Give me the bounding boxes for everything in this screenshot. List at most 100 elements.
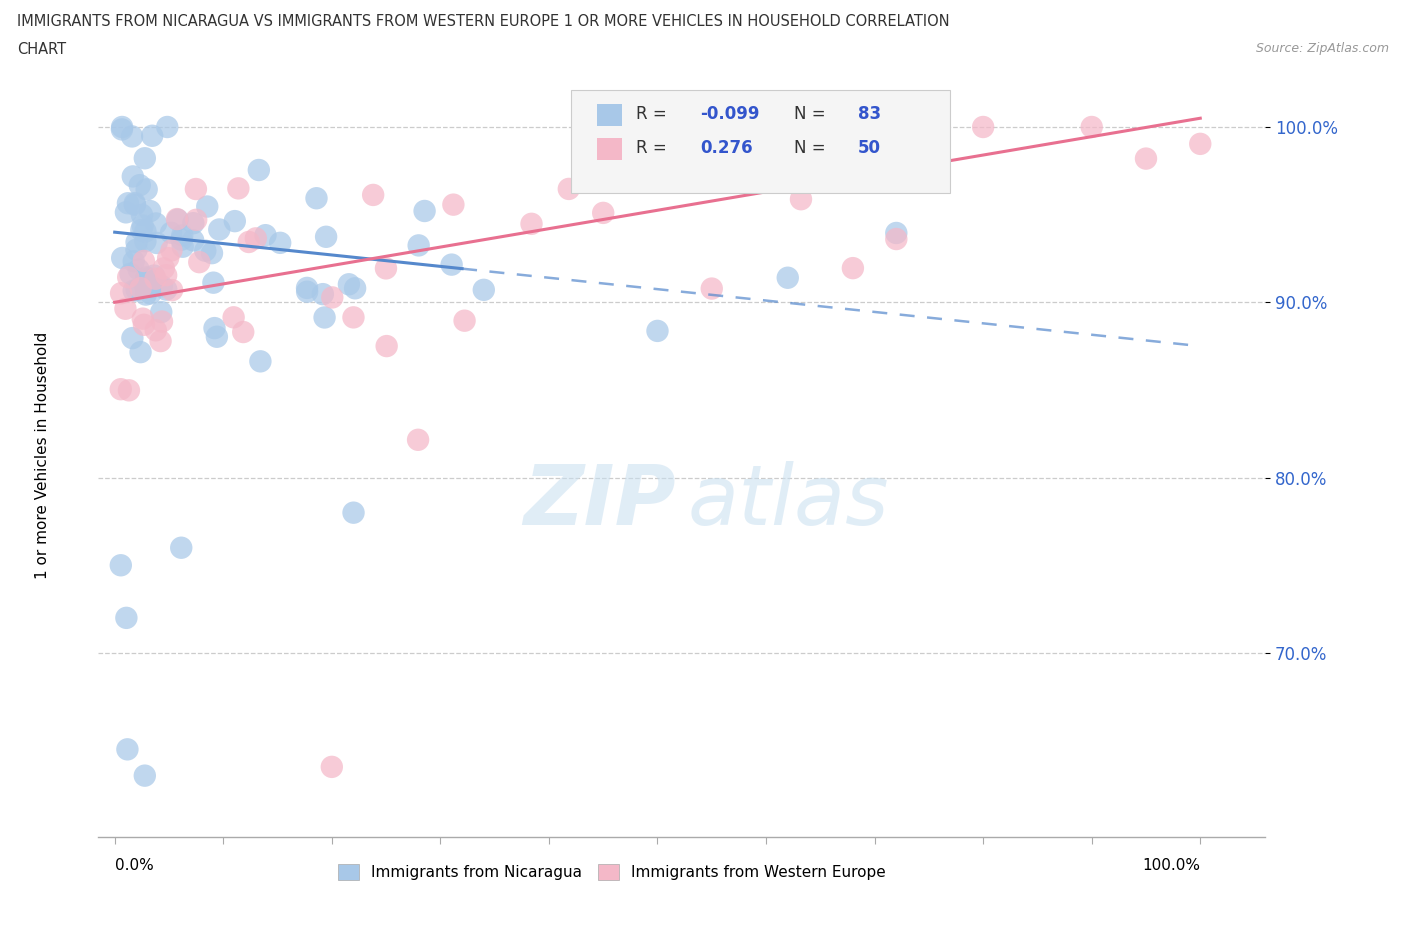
Text: N =: N = (794, 105, 831, 123)
Point (117, 270, 139, 285)
Point (375, 261, 398, 276)
Point (1135, 152, 1157, 166)
Point (440, 258, 463, 272)
Point (121, 331, 143, 346)
Point (110, 382, 132, 397)
Point (122, 284, 145, 299)
Point (337, 277, 360, 292)
Point (160, 225, 183, 240)
Point (141, 275, 163, 290)
Point (160, 243, 183, 258)
Point (124, 195, 146, 210)
Point (135, 287, 157, 302)
Text: IMMIGRANTS FROM NICARAGUA VS IMMIGRANTS FROM WESTERN EUROPE 1 OR MORE VEHICLES I: IMMIGRANTS FROM NICARAGUA VS IMMIGRANTS … (17, 14, 949, 29)
Point (134, 151, 156, 166)
Point (204, 321, 226, 336)
Point (321, 760, 343, 775)
Point (131, 219, 153, 233)
Text: 1 or more Vehicles in Household: 1 or more Vehicles in Household (35, 332, 49, 579)
Point (150, 279, 173, 294)
Point (406, 432, 429, 447)
Point (884, 226, 907, 241)
Point (120, 267, 142, 282)
Point (135, 275, 157, 290)
Point (186, 212, 208, 227)
Point (188, 255, 211, 270)
Point (110, 558, 132, 573)
Point (361, 188, 384, 203)
Point (238, 234, 260, 249)
Point (125, 243, 148, 258)
Point (145, 323, 167, 338)
Text: ZIP: ZIP (523, 461, 676, 542)
Point (315, 230, 337, 245)
Point (111, 120, 134, 135)
Point (128, 178, 150, 193)
Point (143, 268, 166, 283)
Point (121, 129, 143, 144)
Text: 83: 83 (858, 105, 882, 123)
Point (972, 120, 994, 135)
Point (135, 272, 157, 286)
Point (135, 270, 157, 285)
Point (134, 224, 156, 239)
Point (202, 275, 225, 290)
Text: R =: R = (637, 105, 672, 123)
Point (181, 232, 204, 247)
Point (790, 192, 813, 206)
Point (150, 305, 173, 320)
Point (155, 282, 177, 297)
Text: 100.0%: 100.0% (1142, 858, 1201, 873)
Point (172, 228, 194, 243)
Point (314, 310, 336, 325)
Point (1080, 120, 1102, 135)
Legend: Immigrants from Nicaragua, Immigrants from Western Europe: Immigrants from Nicaragua, Immigrants fr… (332, 858, 893, 886)
Point (408, 238, 430, 253)
Point (125, 234, 148, 249)
Point (312, 286, 335, 301)
Point (247, 163, 270, 178)
Point (254, 228, 277, 243)
Point (232, 325, 254, 339)
Point (731, 159, 754, 174)
Point (145, 235, 167, 250)
Point (776, 158, 799, 173)
Point (201, 246, 224, 260)
Point (129, 345, 152, 360)
Point (139, 280, 162, 295)
Point (321, 290, 343, 305)
Point (184, 181, 207, 196)
Point (592, 206, 614, 220)
Text: N =: N = (794, 139, 831, 156)
Point (884, 232, 907, 246)
Point (520, 217, 543, 232)
FancyBboxPatch shape (571, 89, 950, 193)
Point (128, 262, 150, 277)
Point (305, 191, 328, 206)
Point (205, 329, 228, 344)
Point (804, 120, 827, 135)
Point (139, 204, 162, 219)
Point (472, 283, 495, 298)
Point (776, 271, 799, 286)
Point (131, 207, 153, 222)
Point (160, 283, 183, 298)
Point (121, 169, 143, 184)
Point (150, 314, 173, 329)
Point (166, 212, 188, 227)
Point (149, 334, 172, 349)
Text: 0.0%: 0.0% (115, 858, 153, 873)
Point (170, 540, 193, 555)
Point (344, 281, 367, 296)
Point (111, 122, 134, 137)
Point (1189, 137, 1212, 152)
Point (145, 272, 167, 286)
Point (249, 354, 271, 369)
Point (141, 128, 163, 143)
Text: R =: R = (637, 139, 672, 156)
Point (208, 222, 231, 237)
Point (114, 301, 136, 316)
Text: CHART: CHART (17, 42, 66, 57)
Point (375, 339, 398, 353)
Point (842, 260, 865, 275)
